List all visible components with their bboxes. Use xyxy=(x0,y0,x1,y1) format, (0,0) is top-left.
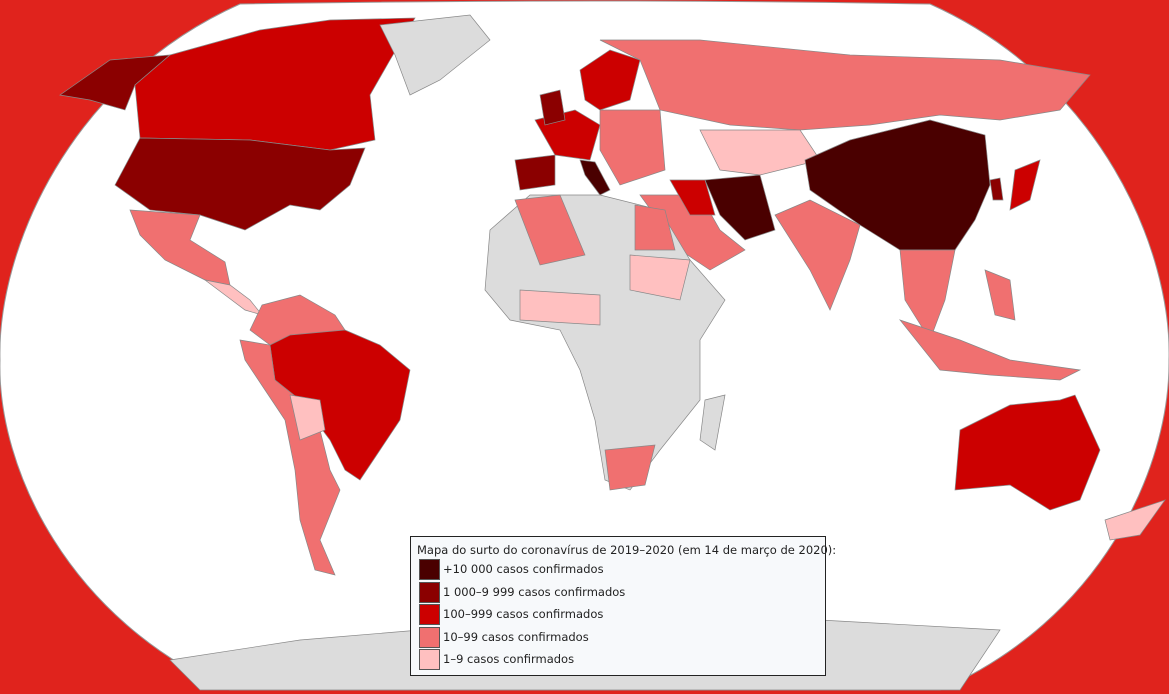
scandinavia xyxy=(579,49,641,111)
legend-swatch xyxy=(419,559,440,580)
uk xyxy=(539,89,566,126)
west-africa xyxy=(519,289,601,326)
legend-label: 1–9 casos confirmados xyxy=(443,652,575,666)
india xyxy=(774,199,861,311)
central-asia xyxy=(699,129,821,176)
legend-label: +10 000 casos confirmados xyxy=(443,562,604,576)
korea xyxy=(989,177,1004,201)
spain xyxy=(514,154,556,191)
bolivia xyxy=(289,394,326,441)
philippines xyxy=(984,269,1016,321)
australia xyxy=(954,394,1101,511)
iraq xyxy=(669,179,716,216)
legend-title: Mapa do surto do coronavírus de 2019–202… xyxy=(417,543,837,557)
algeria xyxy=(514,194,586,266)
south-africa xyxy=(604,444,656,491)
russia xyxy=(599,39,1091,131)
usa xyxy=(114,137,366,231)
japan xyxy=(1009,159,1041,211)
legend-swatch xyxy=(419,604,440,625)
legend-swatch xyxy=(419,581,440,603)
legend-label: 100–999 casos confirmados xyxy=(443,607,604,621)
canada xyxy=(134,17,416,151)
iran xyxy=(704,174,776,241)
legend-swatch xyxy=(419,649,440,670)
egypt xyxy=(634,204,676,251)
madagascar xyxy=(699,394,726,451)
greenland xyxy=(379,14,491,96)
andes xyxy=(239,339,341,576)
legend-label: 10–99 casos confirmados xyxy=(443,629,589,644)
legend-swatch xyxy=(419,626,440,648)
sudan xyxy=(629,254,691,301)
new-zealand xyxy=(1104,499,1166,541)
italy xyxy=(579,159,611,196)
southeast-asia xyxy=(899,249,956,341)
china xyxy=(804,119,991,251)
indonesia xyxy=(898,319,1082,381)
east-europe xyxy=(599,109,666,186)
legend-label: 1 000–9 999 casos confirmados xyxy=(443,584,626,599)
legend: Mapa do surto do coronavírus de 2019–202… xyxy=(410,536,836,676)
